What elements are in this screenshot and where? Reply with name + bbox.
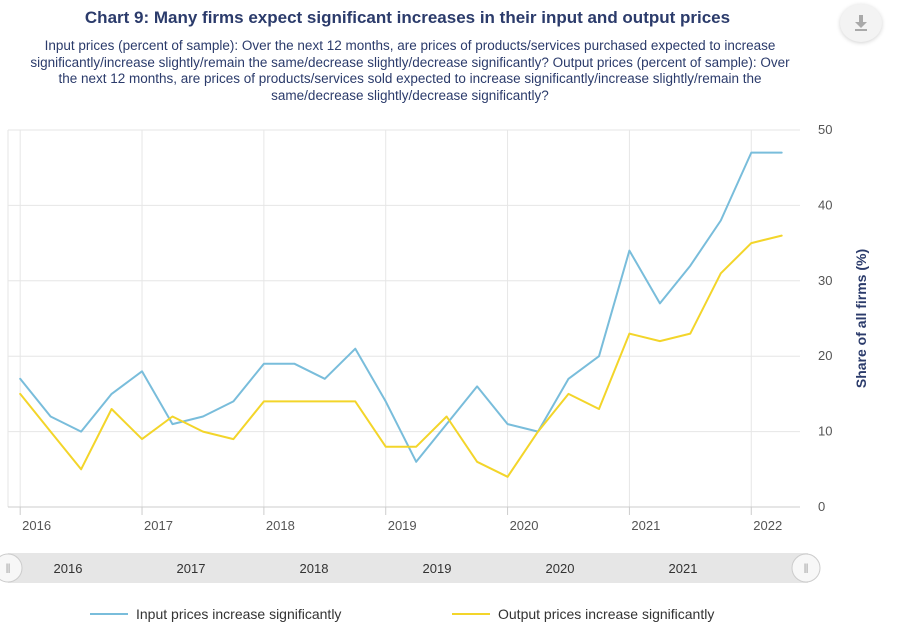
data-point-output-21[interactable] [657, 338, 663, 344]
legend-item-input[interactable]: Input prices increase significantly [90, 606, 341, 622]
navigator-year-2016: 2016 [54, 561, 83, 576]
data-point-input-7[interactable] [230, 398, 236, 404]
y-tick-label-40: 40 [818, 197, 832, 212]
data-point-input-3[interactable] [109, 391, 115, 397]
navigator-handle-grip-left: ‖ [5, 561, 10, 576]
navigator-year-2018: 2018 [300, 561, 329, 576]
data-point-output-18[interactable] [565, 391, 571, 397]
legend-swatch-input [90, 613, 128, 615]
data-point-input-21[interactable] [657, 300, 663, 306]
legend: Input prices increase significantly Outp… [0, 606, 900, 628]
data-point-output-2[interactable] [78, 466, 84, 472]
data-point-input-18[interactable] [565, 376, 571, 382]
data-point-input-0[interactable] [17, 376, 23, 382]
data-point-input-4[interactable] [139, 368, 145, 374]
legend-label-input: Input prices increase significantly [136, 606, 342, 622]
legend-item-output[interactable]: Output prices increase significantly [452, 606, 714, 622]
data-point-output-25[interactable] [779, 233, 785, 239]
navigator-track[interactable] [8, 553, 808, 583]
navigator-handle-grip-right: ‖ [803, 561, 808, 576]
series-line-output[interactable] [19, 234, 783, 478]
x-tick-label-2022: 2022 [753, 518, 782, 533]
navigator-year-2021: 2021 [669, 561, 698, 576]
data-point-output-17[interactable] [535, 429, 541, 435]
data-point-input-22[interactable] [687, 263, 693, 269]
data-point-input-6[interactable] [200, 414, 206, 420]
data-point-input-5[interactable] [169, 421, 175, 427]
data-point-input-23[interactable] [718, 217, 724, 223]
data-point-output-12[interactable] [383, 444, 389, 450]
legend-label-output: Output prices increase significantly [498, 606, 715, 622]
y-tick-label-30: 30 [818, 273, 832, 288]
y-tick-label-0: 0 [818, 499, 825, 514]
data-point-input-25[interactable] [779, 150, 785, 156]
navigator-year-2020: 2020 [546, 561, 575, 576]
data-point-output-23[interactable] [718, 270, 724, 276]
data-point-output-1[interactable] [48, 429, 54, 435]
data-point-output-20[interactable] [626, 331, 632, 337]
data-point-input-15[interactable] [474, 383, 480, 389]
series-line-input[interactable] [19, 151, 783, 463]
data-point-input-9[interactable] [291, 361, 297, 367]
x-tick-label-2019: 2019 [388, 518, 417, 533]
navigator-handle-right[interactable] [791, 553, 821, 583]
data-point-input-1[interactable] [48, 414, 54, 420]
data-point-input-11[interactable] [352, 346, 358, 352]
data-point-output-16[interactable] [505, 474, 511, 480]
data-point-output-24[interactable] [748, 240, 754, 246]
x-tick-label-2021: 2021 [631, 518, 660, 533]
data-point-output-15[interactable] [474, 459, 480, 465]
y-tick-label-50: 50 [818, 122, 832, 137]
data-point-output-22[interactable] [687, 331, 693, 337]
data-point-output-4[interactable] [139, 436, 145, 442]
download-icon [855, 15, 867, 31]
chart-subtitle: Input prices (percent of sample): Over t… [30, 38, 790, 103]
data-point-output-14[interactable] [444, 414, 450, 420]
line-chart: 0 10 20 30 40 50 2016 2017 2018 2019 2020 2021 2022 S… [0, 122, 869, 583]
data-point-output-8[interactable] [261, 398, 267, 404]
x-tick-label-2020: 2020 [510, 518, 539, 533]
y-axis-title: Share of all firms (%) [853, 249, 869, 388]
legend-swatch-output [452, 613, 490, 615]
x-tick-label-2018: 2018 [266, 518, 295, 533]
data-point-output-11[interactable] [352, 398, 358, 404]
data-point-input-2[interactable] [78, 429, 84, 435]
x-tick-label-2017: 2017 [144, 518, 173, 533]
data-point-output-0[interactable] [17, 391, 23, 397]
y-tick-label-10: 10 [818, 424, 832, 439]
data-point-input-8[interactable] [261, 361, 267, 367]
data-point-output-9[interactable] [291, 398, 297, 404]
navigator-handle-left[interactable] [0, 553, 23, 583]
data-point-input-24[interactable] [748, 150, 754, 156]
data-point-output-7[interactable] [230, 436, 236, 442]
data-point-output-13[interactable] [413, 444, 419, 450]
data-point-output-10[interactable] [322, 398, 328, 404]
data-point-input-14[interactable] [444, 421, 450, 427]
data-point-output-19[interactable] [596, 406, 602, 412]
data-point-input-12[interactable] [383, 398, 389, 404]
data-point-input-19[interactable] [596, 353, 602, 359]
chart-title: Chart 9: Many firms expect significant i… [84, 8, 731, 27]
download-button[interactable] [840, 4, 882, 42]
data-point-input-20[interactable] [626, 248, 632, 254]
data-point-input-10[interactable] [322, 376, 328, 382]
y-tick-label-20: 20 [818, 348, 832, 363]
navigator-year-2019: 2019 [423, 561, 452, 576]
data-point-output-3[interactable] [109, 406, 115, 412]
navigator-year-2017: 2017 [177, 561, 206, 576]
data-point-output-6[interactable] [200, 429, 206, 435]
data-point-input-16[interactable] [505, 421, 511, 427]
data-point-output-5[interactable] [169, 414, 175, 420]
x-tick-label-2016: 2016 [22, 518, 51, 533]
data-point-input-13[interactable] [413, 459, 419, 465]
